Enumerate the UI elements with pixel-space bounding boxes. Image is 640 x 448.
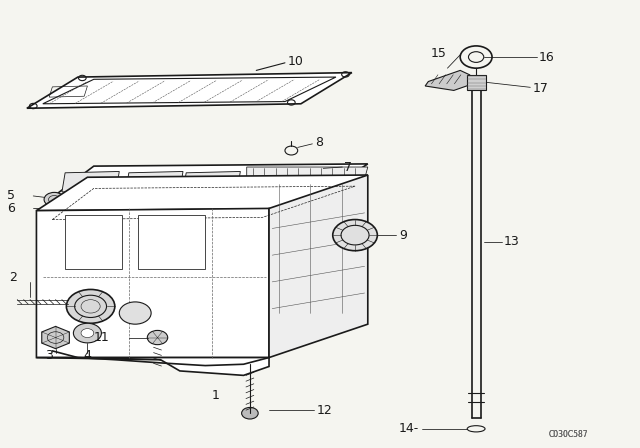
Text: 7: 7 bbox=[344, 160, 352, 173]
Text: 16: 16 bbox=[539, 51, 554, 64]
Polygon shape bbox=[425, 70, 473, 90]
Text: 3: 3 bbox=[45, 349, 53, 362]
Polygon shape bbox=[42, 327, 69, 349]
Circle shape bbox=[333, 220, 378, 251]
Text: 1: 1 bbox=[212, 389, 220, 402]
Polygon shape bbox=[36, 358, 269, 375]
Circle shape bbox=[74, 323, 101, 343]
Polygon shape bbox=[52, 164, 368, 197]
Text: 12: 12 bbox=[317, 404, 333, 417]
Text: 8: 8 bbox=[315, 137, 323, 150]
Text: 4: 4 bbox=[83, 349, 92, 362]
Polygon shape bbox=[183, 172, 241, 192]
Polygon shape bbox=[62, 172, 119, 192]
Text: 14-: 14- bbox=[399, 422, 419, 435]
Polygon shape bbox=[36, 175, 368, 211]
Polygon shape bbox=[65, 215, 122, 268]
Circle shape bbox=[81, 329, 94, 337]
Text: 5: 5 bbox=[7, 189, 15, 202]
Polygon shape bbox=[269, 175, 368, 358]
Text: 11: 11 bbox=[94, 331, 109, 344]
Text: 10: 10 bbox=[288, 56, 304, 69]
Polygon shape bbox=[138, 215, 205, 268]
Circle shape bbox=[119, 302, 151, 324]
Polygon shape bbox=[27, 73, 352, 108]
Circle shape bbox=[44, 192, 65, 207]
Polygon shape bbox=[467, 75, 486, 90]
Polygon shape bbox=[36, 208, 269, 358]
Text: 13: 13 bbox=[504, 235, 519, 248]
Text: C030C587: C030C587 bbox=[548, 430, 588, 439]
Circle shape bbox=[242, 407, 258, 419]
Text: 15: 15 bbox=[430, 47, 446, 60]
Text: 9: 9 bbox=[399, 228, 408, 241]
Circle shape bbox=[57, 206, 65, 211]
Text: 6: 6 bbox=[7, 202, 15, 215]
Text: 2: 2 bbox=[9, 271, 17, 284]
Circle shape bbox=[52, 202, 69, 214]
Circle shape bbox=[67, 289, 115, 323]
Polygon shape bbox=[125, 172, 183, 192]
Circle shape bbox=[147, 331, 168, 345]
Text: 17: 17 bbox=[532, 82, 548, 95]
Text: C030C587: C030C587 bbox=[548, 430, 588, 439]
Polygon shape bbox=[246, 167, 368, 192]
